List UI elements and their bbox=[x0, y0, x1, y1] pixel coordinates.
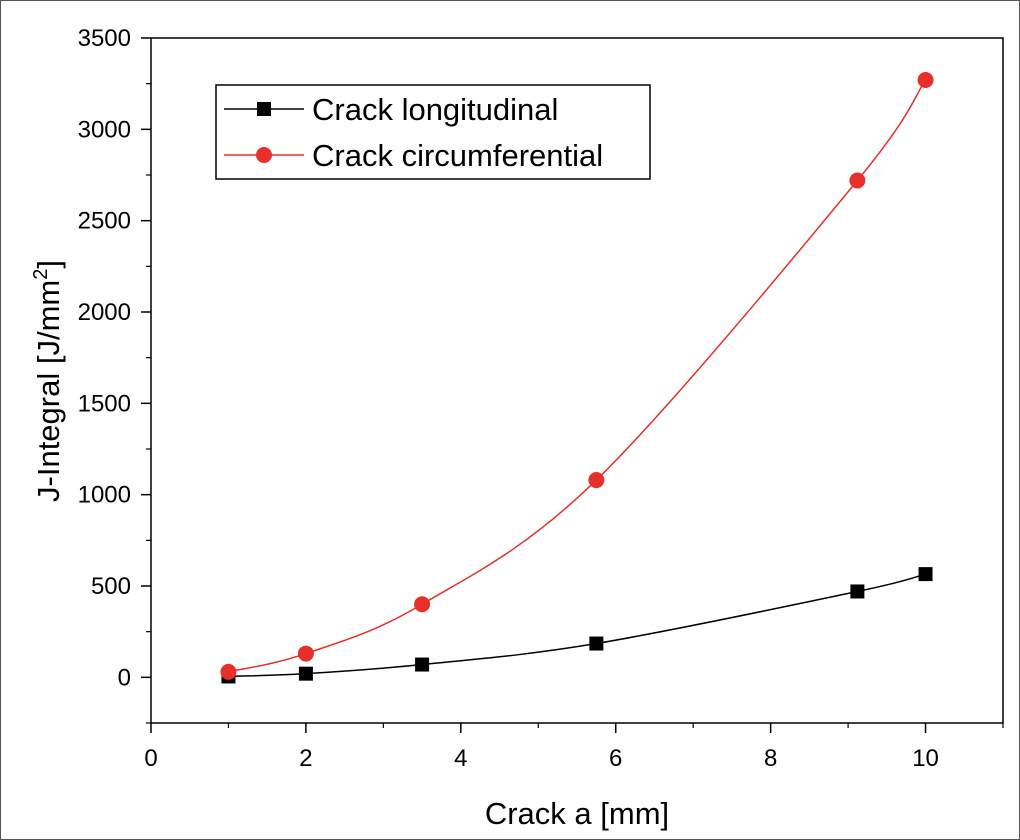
legend-box bbox=[215, 84, 651, 180]
series-1-point bbox=[589, 636, 604, 651]
series-2-point bbox=[917, 72, 934, 89]
legend-marker-1 bbox=[257, 102, 271, 116]
series-1-point bbox=[415, 657, 430, 672]
series-2-point bbox=[414, 596, 431, 613]
series-1-point bbox=[850, 584, 865, 599]
y-axis-title-sup: 2 bbox=[30, 269, 52, 280]
axes: 0 500 1000 1500 2000 2500 3000 3500 0 2 4 6 8 10 bbox=[78, 25, 1004, 772]
series-1-point bbox=[918, 567, 933, 582]
series-2-point bbox=[849, 172, 866, 189]
x-tick-label: 0 bbox=[144, 745, 157, 772]
y-axis-title-main: J-Integral [J/mm bbox=[31, 280, 66, 502]
y-tick-label: 1500 bbox=[78, 390, 131, 417]
x-tick-label: 8 bbox=[764, 745, 777, 772]
series-2-point bbox=[297, 645, 314, 662]
x-tick-label: 10 bbox=[912, 745, 939, 772]
legend-label-1: Crack longitudinal bbox=[312, 92, 558, 127]
x-tick-label: 4 bbox=[454, 745, 467, 772]
series-1-point bbox=[298, 666, 313, 681]
series-2-point bbox=[588, 472, 605, 489]
y-tick-label: 3500 bbox=[78, 25, 131, 52]
y-tick-label: 1000 bbox=[78, 482, 131, 509]
y-tick-label: 3000 bbox=[78, 116, 131, 143]
y-axis-title: J-Integral [J/mm2] bbox=[30, 260, 66, 502]
legend: Crack longitudinal Crack circumferential bbox=[215, 84, 651, 180]
y-tick-label: 500 bbox=[91, 573, 131, 600]
x-axis-title: Crack a [mm] bbox=[485, 796, 669, 831]
y-tick-label: 2000 bbox=[78, 299, 131, 326]
y-tick-label: 2500 bbox=[78, 208, 131, 235]
series-layer bbox=[220, 72, 934, 684]
series-line-1 bbox=[228, 573, 926, 678]
series-2-point bbox=[220, 663, 237, 680]
legend-label-2: Crack circumferential bbox=[312, 138, 603, 173]
y-tick-label: 0 bbox=[118, 664, 131, 691]
x-tick-label: 6 bbox=[609, 745, 622, 772]
y-axis-title-close: ] bbox=[31, 260, 66, 269]
x-tick-label: 2 bbox=[299, 745, 312, 772]
legend-marker-2 bbox=[256, 147, 272, 163]
plot-border bbox=[150, 37, 1004, 724]
